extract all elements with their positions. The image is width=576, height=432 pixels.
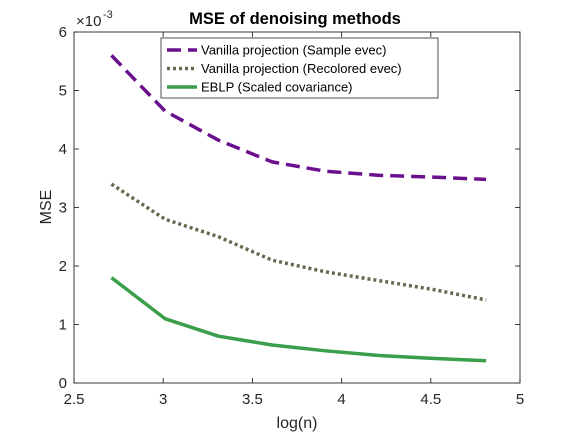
series-line-1 xyxy=(110,54,487,182)
chart-title: MSE of denoising methods xyxy=(189,10,401,28)
exponent-base: 10 xyxy=(85,13,102,30)
svg-text:×10: ×10 xyxy=(76,13,101,30)
y-tick-label: 3 xyxy=(59,200,67,217)
y-tick-label: 2 xyxy=(59,258,67,275)
legend-box xyxy=(160,37,439,99)
exponent-multiplier: × xyxy=(76,13,85,30)
x-tick-label: 4.5 xyxy=(420,391,441,408)
x-tick-label: 2.5 xyxy=(64,391,85,408)
y-axis-title: MSE xyxy=(38,190,55,225)
series-layer xyxy=(110,54,487,363)
legend-items: Vanilla projection (Sample evec) Vanilla … xyxy=(167,43,402,95)
y-tick-label: 5 xyxy=(59,83,67,100)
y-tick-label: 0 xyxy=(59,375,67,392)
y-tick-label: 6 xyxy=(59,24,67,41)
exponent-power: -3 xyxy=(103,9,113,21)
series-line-2 xyxy=(110,182,487,302)
y-tick-label: 1 xyxy=(59,317,67,334)
x-axis-title: log(n) xyxy=(277,415,318,432)
x-tick-label: 5 xyxy=(516,391,524,408)
y-tick-label: 4 xyxy=(59,141,67,158)
x-tick-label: 4 xyxy=(337,391,345,408)
x-tick-label: 3 xyxy=(159,391,167,408)
series-line-3 xyxy=(110,276,487,363)
x-tick-label: 3.5 xyxy=(242,391,263,408)
y-axis-ticks: 0 1 2 3 4 5 6 xyxy=(59,24,520,392)
legend-label-1: Vanilla projection (Sample evec) xyxy=(201,43,386,58)
x-axis-ticks: 2.5 3 3.5 4 4.5 5 xyxy=(64,32,524,408)
legend-label-3: EBLP (Scaled covariance) xyxy=(201,80,353,95)
legend: Vanilla projection (Sample evec) Vanilla … xyxy=(160,37,439,99)
legend-label-2: Vanilla projection (Recolored evec) xyxy=(201,61,402,76)
y-axis-exponent: ×10 -3 xyxy=(76,9,113,30)
